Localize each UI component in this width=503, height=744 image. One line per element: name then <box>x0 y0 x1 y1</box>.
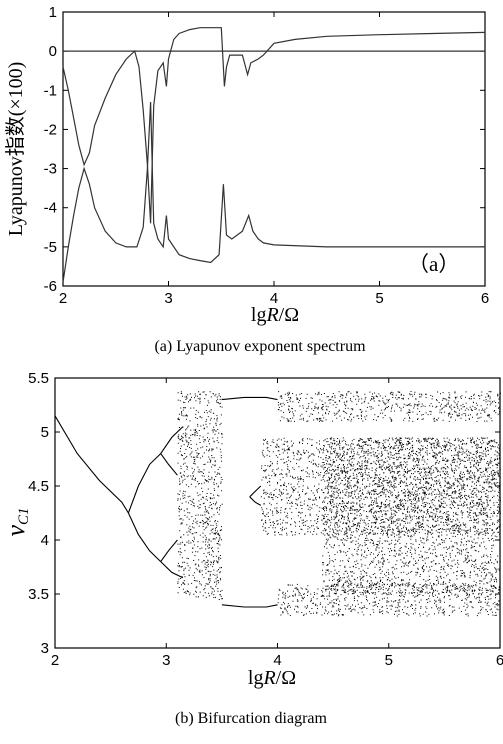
chaotic-band-5 <box>277 583 500 617</box>
caption-b: (b) Bifurcation diagram <box>175 710 328 727</box>
bifurcation-branch-11 <box>249 496 262 506</box>
a-y-tick-label: -2 <box>44 121 57 138</box>
axis-ticks-a: 2 3 4 5 6 1 0 -1 -2 -3 -4 -5 -6 <box>44 4 490 307</box>
bifurcation-points <box>177 391 501 617</box>
y-label-sub: C1 <box>16 507 32 525</box>
bifurcation-branch-8 <box>221 396 278 401</box>
bifurcation-branch-9 <box>221 604 278 608</box>
b-x-tick-label: 4 <box>273 652 281 669</box>
bifurcation-branch-6 <box>160 539 178 562</box>
a-x-tick-label: 2 <box>59 290 67 307</box>
a-y-tick-label: 1 <box>49 4 57 21</box>
bifurcation-branch-2 <box>127 453 162 514</box>
b-y-tick-label: 4.5 <box>28 478 49 495</box>
chaotic-band-4 <box>277 391 501 422</box>
b-x-tick-label: 5 <box>385 652 393 669</box>
series-group-a <box>62 27 486 283</box>
lyapunov-series-3 <box>62 101 485 283</box>
bifurcation-branch-10 <box>249 485 262 498</box>
a-x-tick-label: 3 <box>164 290 172 307</box>
axis-ticks-b: 2 3 4 5 65.554.543.53 <box>28 370 503 669</box>
bifurcation-branches <box>54 396 278 608</box>
bifurcation-branch-4 <box>160 426 184 454</box>
x-label-unit-a: /Ω <box>279 304 299 326</box>
b-x-tick-label: 6 <box>496 652 503 669</box>
chaotic-band-1 <box>177 391 223 600</box>
lyapunov-panel: 2 3 4 5 6 1 0 -1 -2 -3 -4 -5 -6 Lyapunov指数(×100) （a）… <box>4 4 489 355</box>
caption-a: (a) Lyapunov exponent spectrum <box>154 338 366 355</box>
a-y-tick-label: 0 <box>49 43 57 60</box>
x-axis-label-a: lgR/Ω <box>251 304 299 326</box>
panel-tag-a: （a） <box>408 252 459 276</box>
b-y-tick-label: 5 <box>41 424 49 441</box>
y-axis-label-a: Lyapunov指数(×100) <box>4 62 27 237</box>
b-x-tick-label: 3 <box>162 652 170 669</box>
x-label-r-a: R <box>265 304 278 326</box>
b-y-tick-label: 3 <box>41 640 49 657</box>
b-y-tick-label: 3.5 <box>28 586 49 603</box>
bifurcation-branch-1 <box>54 415 129 514</box>
a-x-tick-label: 5 <box>375 290 383 307</box>
a-x-tick-label: 4 <box>270 290 278 307</box>
chaotic-band-2 <box>260 437 501 536</box>
lyapunov-series-1 <box>62 27 486 224</box>
a-y-tick-label: -6 <box>44 278 57 295</box>
a-y-tick-label: -1 <box>44 82 57 99</box>
bifurcation-branch-3 <box>127 512 162 562</box>
x-label-lg-a: lg <box>251 304 267 326</box>
a-y-tick-label: -5 <box>44 239 57 256</box>
bifurcation-panel: 2 3 4 5 65.554.543.53 vC1 lgR/Ω (b) Bifurcat… <box>1 370 503 727</box>
a-x-tick-label: 6 <box>481 290 489 307</box>
x-label-unit-b: /Ω <box>276 667 296 689</box>
x-label-r-b: R <box>262 667 275 689</box>
bifurcation-branch-7 <box>160 561 184 579</box>
a-y-tick-label: -3 <box>44 161 57 178</box>
a-y-tick-label: -4 <box>44 200 57 217</box>
x-axis-label-b: lgR/Ω <box>248 667 296 689</box>
y-label-v: v <box>1 525 30 537</box>
b-y-tick-label: 4 <box>41 532 49 549</box>
x-label-lg-b: lg <box>248 667 264 689</box>
bifurcation-branch-5 <box>160 453 178 476</box>
b-x-tick-label: 2 <box>51 652 59 669</box>
b-y-tick-label: 5.5 <box>28 370 49 387</box>
y-axis-label-b: vC1 <box>1 507 32 536</box>
chaotic-band-3 <box>322 437 501 595</box>
